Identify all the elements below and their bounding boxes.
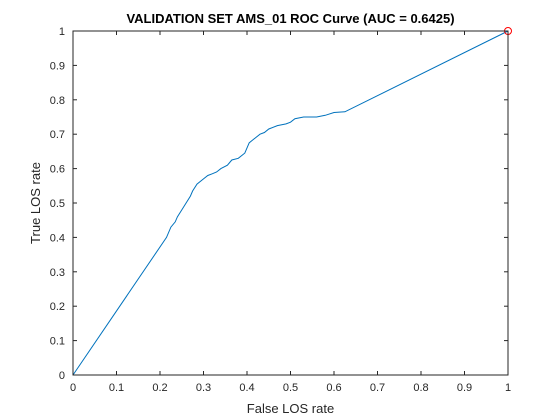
y-tick-label: 0.3	[50, 267, 65, 279]
y-axis-label: True LOS rate	[28, 162, 43, 244]
chart-title: VALIDATION SET AMS_01 ROC Curve (AUC = 0…	[126, 11, 454, 26]
x-tick-label: 0.5	[283, 382, 298, 394]
x-tick-label: 0.2	[152, 382, 167, 394]
plot-background	[73, 31, 508, 375]
y-tick-label: 0.4	[50, 232, 65, 244]
x-tick-label: 0.8	[413, 382, 428, 394]
y-tick-label: 0.6	[50, 164, 65, 176]
y-tick-label: 0.8	[50, 95, 65, 107]
x-tick-label: 0.6	[326, 382, 341, 394]
x-tick-label: 0.1	[109, 382, 124, 394]
plot-area	[72, 27, 512, 376]
x-axis-label: False LOS rate	[247, 401, 334, 416]
y-tick-label: 1	[59, 26, 65, 38]
x-tick-label: 0	[70, 382, 76, 394]
y-tick-label: 0	[59, 370, 65, 382]
y-tick-label: 0.2	[50, 301, 65, 313]
x-tick-label: 0.3	[196, 382, 211, 394]
x-tick-label: 1	[505, 382, 511, 394]
y-tick-label: 0.5	[50, 198, 65, 210]
x-tick-label: 0.4	[239, 382, 254, 394]
y-tick-label: 0.9	[50, 60, 65, 72]
y-axis-ticks: 0 0.1 0.2 0.3 0.4 0.5 0.6 0.7 0.8 0.9 1	[50, 26, 508, 382]
x-tick-label: 0.9	[457, 382, 472, 394]
x-axis-ticks: 0 0.1 0.2 0.3 0.4 0.5 0.6 0.7 0.8 0.9 1	[70, 31, 511, 394]
x-tick-label: 0.7	[370, 382, 385, 394]
roc-curve-line	[72, 30, 509, 376]
y-tick-label: 0.7	[50, 129, 65, 141]
y-tick-label: 0.1	[50, 336, 65, 348]
